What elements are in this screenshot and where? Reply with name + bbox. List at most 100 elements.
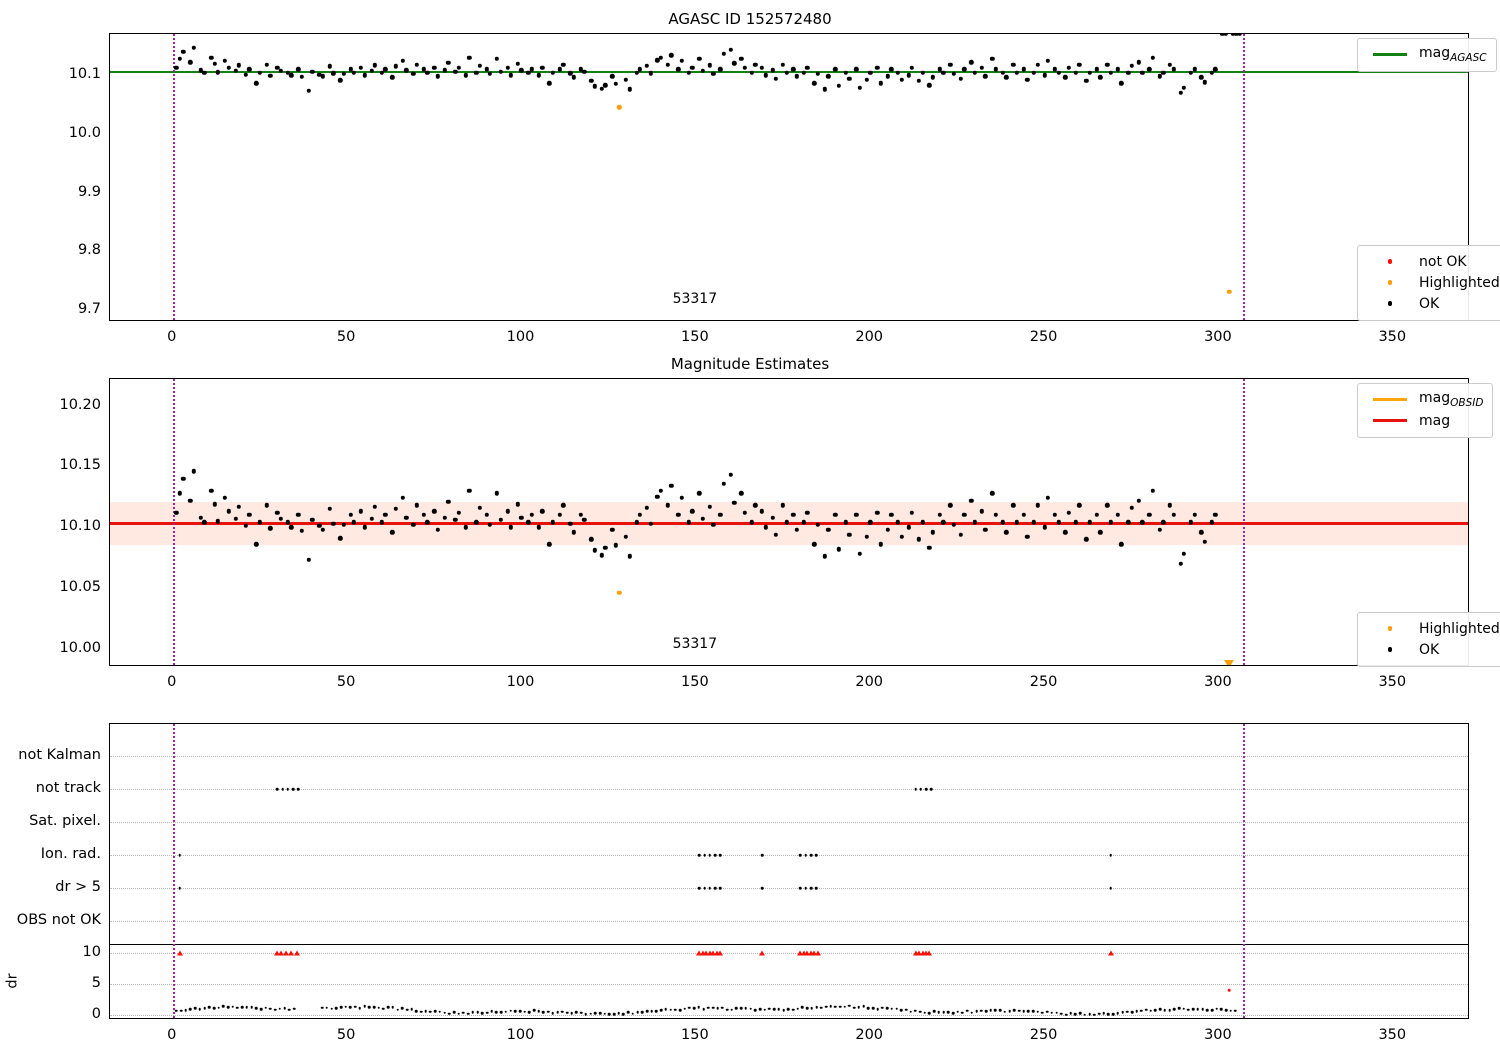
flag-marker xyxy=(297,787,300,791)
data-point-ok xyxy=(257,520,263,525)
data-point-ok xyxy=(1014,70,1019,75)
data-point-ok xyxy=(1136,498,1141,503)
data-point-ok xyxy=(529,67,535,72)
dr-data-point xyxy=(871,1006,875,1010)
dr-data-point xyxy=(810,1006,814,1010)
data-point-ok xyxy=(275,65,280,71)
legend-key-dot-highlighted xyxy=(1367,280,1413,285)
data-point-ok xyxy=(181,49,186,54)
dr-clipped-marker xyxy=(713,950,720,956)
data-point-ok xyxy=(550,520,556,525)
data-point-ok xyxy=(215,70,221,75)
data-point-ok xyxy=(738,56,744,61)
data-point-ok xyxy=(243,72,249,77)
data-point-ok xyxy=(833,67,838,72)
data-point-ok xyxy=(822,87,828,92)
legend-label-mag: mag xyxy=(1419,412,1451,429)
data-point-ok xyxy=(456,65,461,71)
data-point-ok xyxy=(1146,67,1152,72)
data-point-ok xyxy=(864,77,869,83)
data-point-ok xyxy=(972,70,978,75)
obsid-boundary-line xyxy=(172,724,175,1018)
dr-data-point xyxy=(673,1008,677,1012)
data-point-ok xyxy=(348,512,353,518)
dr-data-point xyxy=(528,1010,531,1014)
dr-data-point xyxy=(593,1011,597,1015)
legend-point-status-panel2[interactable]: Highlighted OK xyxy=(1357,612,1500,667)
flag-marker xyxy=(809,886,813,890)
data-point-ok xyxy=(226,509,231,514)
data-point-ok xyxy=(718,67,723,72)
data-point-ok xyxy=(508,72,514,78)
data-point-ok xyxy=(589,537,594,542)
data-point-ok xyxy=(895,70,901,75)
data-point-ok xyxy=(341,71,346,77)
data-point-ok xyxy=(393,64,399,69)
dr-data-point xyxy=(335,1006,338,1010)
data-point-ok xyxy=(400,58,406,64)
data-point-ok xyxy=(369,68,374,74)
x-tick-label: 150 xyxy=(681,329,709,345)
dr-data-point xyxy=(659,1008,663,1012)
legend-mag-agasc[interactable]: magAGASC xyxy=(1357,38,1497,72)
dr-data-point xyxy=(697,1006,701,1009)
legend-mag-lines-panel2[interactable]: magOBSID mag xyxy=(1357,383,1494,438)
flag-marker xyxy=(178,853,182,857)
data-point-ok xyxy=(247,67,252,72)
data-point-ok xyxy=(589,78,594,84)
x-tick-label: 200 xyxy=(855,674,884,690)
dr-data-point xyxy=(382,1007,385,1011)
dr-data-point xyxy=(603,1012,606,1016)
data-point-ok xyxy=(1073,70,1079,75)
dr-gridline xyxy=(110,1015,1468,1017)
dr-data-point xyxy=(509,1009,512,1012)
flag-gridline xyxy=(110,888,1468,889)
dr-data-point xyxy=(947,1011,950,1014)
data-point-ok xyxy=(1010,62,1016,67)
dr-data-point xyxy=(556,1011,559,1014)
y-tickmark xyxy=(109,921,110,922)
data-point-ok xyxy=(557,67,563,72)
data-point-ok xyxy=(899,77,904,83)
data-point-ok xyxy=(582,517,587,523)
dr-data-point xyxy=(706,1006,710,1009)
data-point-ok xyxy=(1192,67,1197,72)
data-point-ok xyxy=(1126,520,1131,525)
dr-data-point xyxy=(608,1012,611,1016)
y-tick-label: 10.1 xyxy=(68,66,101,83)
data-point-ok xyxy=(752,62,758,67)
panel-flags-axes xyxy=(109,723,1469,1019)
y-tickmark xyxy=(109,822,110,823)
y-tickmark xyxy=(109,588,110,589)
dr-data-point xyxy=(189,1008,192,1011)
data-point-ok xyxy=(1181,551,1187,557)
flag-marker xyxy=(698,853,701,857)
dr-data-point xyxy=(405,1008,409,1011)
data-point-highlighted xyxy=(616,105,622,110)
data-point-ok xyxy=(330,521,336,526)
data-point-ok xyxy=(634,70,639,75)
data-point-ok xyxy=(690,65,695,70)
data-point-ok xyxy=(868,520,873,525)
data-point-ok xyxy=(874,510,880,515)
data-point-ok xyxy=(1004,529,1009,535)
data-point-ok xyxy=(1108,520,1114,525)
dr-data-point xyxy=(518,1010,522,1013)
data-point-ok xyxy=(1126,70,1131,75)
data-point-ok xyxy=(1014,520,1019,525)
data-point-ok xyxy=(888,512,894,518)
x-tick-label: 50 xyxy=(336,1027,356,1043)
data-point-ok xyxy=(885,74,890,79)
data-point-ok xyxy=(815,522,821,528)
data-point-ok xyxy=(1105,503,1110,508)
legend-point-status-panel1[interactable]: not OK Highlighted OK xyxy=(1357,245,1500,321)
data-point-ok xyxy=(916,78,922,84)
data-point-ok xyxy=(836,546,842,552)
data-point-ok xyxy=(655,494,660,500)
data-point-ok xyxy=(337,78,343,83)
dr-data-point xyxy=(923,1011,927,1014)
data-point-ok xyxy=(383,512,388,518)
data-point-ok xyxy=(212,61,217,67)
data-point-ok xyxy=(529,512,535,518)
data-point-ok xyxy=(1199,529,1204,535)
